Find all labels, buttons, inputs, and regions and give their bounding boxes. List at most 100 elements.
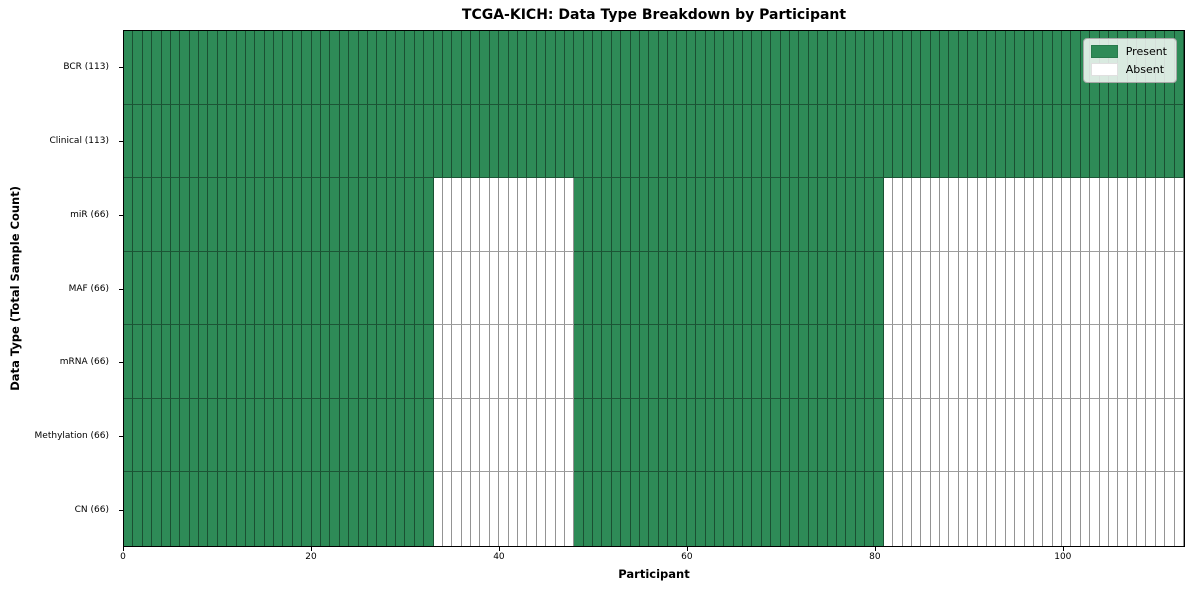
cell xyxy=(790,325,800,399)
cell xyxy=(330,398,340,473)
cell xyxy=(846,31,856,105)
cell xyxy=(940,178,950,252)
cell xyxy=(142,31,153,105)
cell xyxy=(874,104,884,179)
cell xyxy=(452,31,462,105)
x-tick-mark xyxy=(686,547,688,551)
cell xyxy=(649,251,659,326)
cell xyxy=(1146,251,1156,326)
cell xyxy=(208,472,218,546)
cell xyxy=(1127,104,1138,179)
cell xyxy=(818,104,828,179)
cell xyxy=(433,31,443,105)
cell xyxy=(752,104,762,179)
cell xyxy=(686,472,697,546)
cell xyxy=(977,325,987,399)
cell xyxy=(320,398,331,473)
y-tick-label: CN (66) xyxy=(74,505,109,516)
cell xyxy=(724,472,734,546)
cell xyxy=(1118,104,1128,179)
cell xyxy=(1005,251,1016,326)
cell xyxy=(292,178,303,252)
x-tick-mark xyxy=(310,547,312,551)
cell xyxy=(386,104,397,179)
cell xyxy=(658,325,669,399)
cell xyxy=(1043,325,1053,399)
cell xyxy=(639,178,650,252)
cell xyxy=(911,31,922,105)
cell xyxy=(170,251,181,326)
cell xyxy=(564,251,575,326)
cell xyxy=(752,398,762,473)
cell xyxy=(761,178,772,252)
cell xyxy=(574,472,584,546)
cell xyxy=(424,251,434,326)
cell xyxy=(330,325,340,399)
cell xyxy=(1127,325,1138,399)
cell xyxy=(367,104,378,179)
cell xyxy=(1090,104,1100,179)
cell xyxy=(930,251,941,326)
cell xyxy=(705,31,715,105)
cell xyxy=(949,178,959,252)
cell xyxy=(630,31,640,105)
cell xyxy=(227,398,237,473)
cell xyxy=(874,325,884,399)
cell xyxy=(583,31,594,105)
cell xyxy=(339,104,350,179)
cell xyxy=(1015,325,1025,399)
cell xyxy=(546,472,556,546)
cell xyxy=(564,31,575,105)
cell xyxy=(977,31,987,105)
cell xyxy=(236,325,246,399)
cell xyxy=(1118,251,1128,326)
cell xyxy=(170,472,181,546)
cell xyxy=(883,178,894,252)
cell xyxy=(377,178,387,252)
cell xyxy=(311,104,321,179)
cell xyxy=(424,104,434,179)
cell xyxy=(245,325,256,399)
cell xyxy=(424,398,434,473)
cell xyxy=(264,178,275,252)
cell xyxy=(1165,251,1175,326)
cell xyxy=(180,325,190,399)
cell xyxy=(696,104,706,179)
cell xyxy=(621,31,631,105)
cell xyxy=(836,472,847,546)
cell xyxy=(987,398,997,473)
cell xyxy=(790,104,800,179)
cell xyxy=(320,325,331,399)
cell xyxy=(217,178,228,252)
cell xyxy=(564,104,575,179)
cell xyxy=(292,251,303,326)
cell xyxy=(818,472,828,546)
cell xyxy=(996,104,1006,179)
cell xyxy=(555,178,565,252)
x-tick-label: 40 xyxy=(493,552,505,562)
cell xyxy=(311,325,321,399)
cell xyxy=(761,104,772,179)
cell xyxy=(311,178,321,252)
cell xyxy=(414,398,425,473)
cell xyxy=(1108,325,1119,399)
cell xyxy=(893,178,903,252)
cell xyxy=(386,325,397,399)
cell xyxy=(743,251,753,326)
cell xyxy=(921,178,931,252)
cell xyxy=(855,251,866,326)
cell xyxy=(255,251,265,326)
cell xyxy=(855,178,866,252)
cell xyxy=(893,472,903,546)
cell xyxy=(865,398,875,473)
cell xyxy=(790,398,800,473)
cell xyxy=(489,325,500,399)
cell xyxy=(405,325,415,399)
cell xyxy=(940,251,950,326)
cell xyxy=(396,178,406,252)
cell xyxy=(583,178,594,252)
cell xyxy=(311,472,321,546)
cell xyxy=(1033,31,1044,105)
cell xyxy=(987,104,997,179)
cell xyxy=(386,31,397,105)
